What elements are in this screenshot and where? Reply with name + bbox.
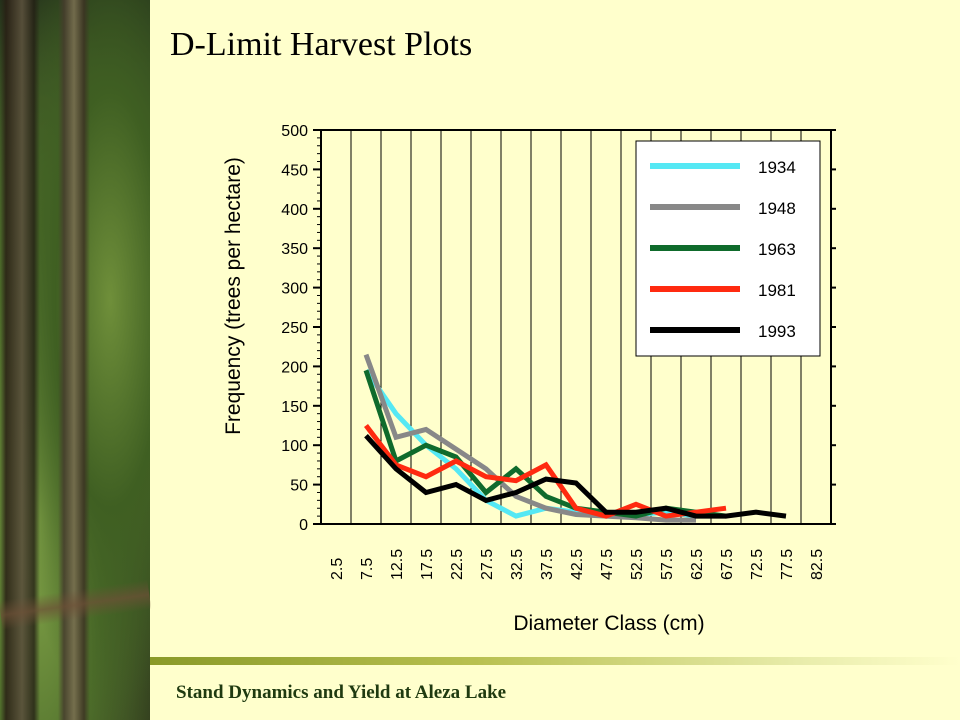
x-tick-label: 22.5 [449,549,466,580]
footer-caption: Stand Dynamics and Yield at Aleza Lake [176,682,507,703]
chart-legend: 1934 1948 1963 1981 1993 [635,140,821,357]
x-tick-label: 37.5 [539,549,556,580]
y-tick-label: 50 [290,478,308,495]
y-tick-label: 350 [281,241,308,258]
y-tick-label: 250 [281,320,308,337]
series-line-1981 [364,423,727,519]
x-tick-label: 77.5 [779,549,796,580]
x-tick-label: 72.5 [749,549,766,580]
x-tick-label: 57.5 [659,549,676,580]
legend-label-1993: 1993 [758,322,796,341]
y-tick-label: 450 [281,162,308,179]
forest-photo [0,0,150,720]
legend-label-1963: 1963 [758,240,796,259]
series-line-1963 [363,369,727,519]
x-tick-label: 67.5 [719,549,736,580]
y-tick-label: 150 [281,399,308,416]
line-chart: 0 50 100 150 200 250 300 350 400 450 500 2.5 7.5 12.5… [222,123,836,635]
x-tick-label: 52.5 [629,549,646,580]
x-tick-label: 82.5 [809,549,826,580]
x-tick-label: 42.5 [569,549,586,580]
x-tick-label: 17.5 [419,549,436,580]
x-tick-label: 7.5 [359,558,376,580]
axis-ticks: 0 50 100 150 200 250 300 350 400 450 500 2.5 7.5 12.5… [281,123,836,580]
x-tick-label: 27.5 [479,549,496,580]
footer-divider [150,657,960,665]
x-tick-label: 32.5 [509,549,526,580]
y-tick-label: 300 [281,281,308,298]
y-tick-label: 400 [281,202,308,219]
x-tick-label: 47.5 [599,549,616,580]
y-tick-label: 200 [281,359,308,376]
x-axis-label: Diameter Class (cm) [513,612,704,635]
legend-label-1948: 1948 [758,199,796,218]
y-axis-label: Frequency (trees per hectare) [222,157,245,435]
series-line-1948 [363,353,696,523]
x-tick-label: 12.5 [389,549,406,580]
x-tick-label: 2.5 [329,558,346,580]
legend-label-1981: 1981 [758,281,796,300]
y-tick-label: 100 [281,438,308,455]
x-tick-label: 62.5 [689,549,706,580]
legend-label-1934: 1934 [758,158,796,177]
page-title: D-Limit Harvest Plots [170,26,473,63]
y-tick-label: 500 [281,123,308,140]
y-tick-label: 0 [299,517,308,534]
series-lines [363,353,787,523]
series-line-1993 [364,434,787,519]
